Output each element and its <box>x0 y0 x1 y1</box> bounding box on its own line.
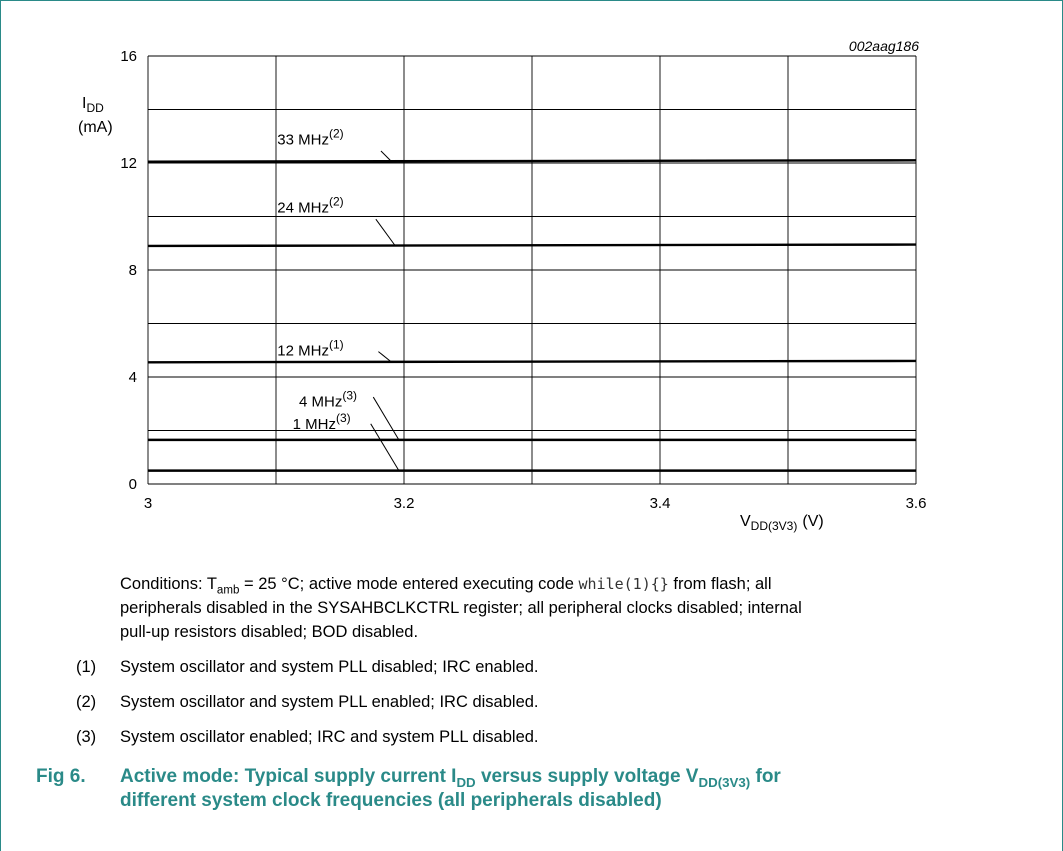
x-tick-label: 3.4 <box>650 495 671 512</box>
y-axis-unit: (mA) <box>78 119 113 136</box>
chart-leaders <box>370 150 400 471</box>
note-2-number: (2) <box>76 693 97 711</box>
conditions-line-2: peripherals disabled in the SYSAHBCLKCTR… <box>120 599 802 617</box>
series-label: 12 MHz(1) <box>277 338 343 360</box>
y-axis-label: IDD <box>82 95 104 115</box>
y-tick-label: 12 <box>120 155 137 172</box>
chart: 3 3.2 3.4 3.6 0 4 8 12 16 33 MHz(2) 24 MHz(2) 12 M… <box>78 38 926 533</box>
leader-line <box>378 351 392 363</box>
x-tick-label: 3 <box>144 495 152 512</box>
caption-fig-number: Fig 6. <box>36 766 86 787</box>
y-tick-label: 8 <box>129 262 137 279</box>
series-line <box>147 359 917 364</box>
chart-series-labels: 33 MHz(2) 24 MHz(2) 12 MHz(1) 4 MHz(3)1 MHz… <box>277 126 357 433</box>
leader-line <box>375 218 396 246</box>
chart-grid <box>147 55 917 485</box>
leader-line <box>372 396 400 441</box>
y-tick-label: 4 <box>129 369 137 386</box>
figure-id: 002aag186 <box>849 38 919 54</box>
note-1-number: (1) <box>76 658 97 676</box>
chart-series <box>147 159 917 472</box>
series-label: 33 MHz(2) <box>277 126 343 148</box>
caption-line-1: Active mode: Typical supply current IDD … <box>120 766 781 790</box>
series-line <box>147 243 917 248</box>
conditions-line-1: Conditions: Tamb = 25 °C; active mode en… <box>120 575 772 597</box>
chart-ticks: 3 3.2 3.4 3.6 0 4 8 12 16 <box>120 48 926 512</box>
y-tick-label: 16 <box>120 48 137 65</box>
note-1-text: System oscillator and system PLL disable… <box>120 658 539 676</box>
leader-line <box>380 150 392 162</box>
leader-line <box>370 423 400 471</box>
note-3-number: (3) <box>76 728 97 746</box>
series-label: 4 MHz(3) <box>299 388 357 410</box>
y-tick-label: 0 <box>129 476 137 493</box>
series-line <box>147 159 917 163</box>
note-3-text: System oscillator enabled; IRC and syste… <box>120 728 539 746</box>
conditions-line-3: pull-up resistors disabled; BOD disabled… <box>120 623 419 641</box>
x-tick-label: 3.2 <box>394 495 415 512</box>
x-axis-label: VDD(3V3) (V) <box>740 513 824 533</box>
series-label: 24 MHz(2) <box>277 194 343 216</box>
series-label: 1 MHz(3) <box>293 411 351 433</box>
x-tick-label: 3.6 <box>906 495 927 512</box>
caption-line-2: different system clock frequencies (all … <box>120 790 662 811</box>
note-2-text: System oscillator and system PLL enabled… <box>120 693 539 711</box>
